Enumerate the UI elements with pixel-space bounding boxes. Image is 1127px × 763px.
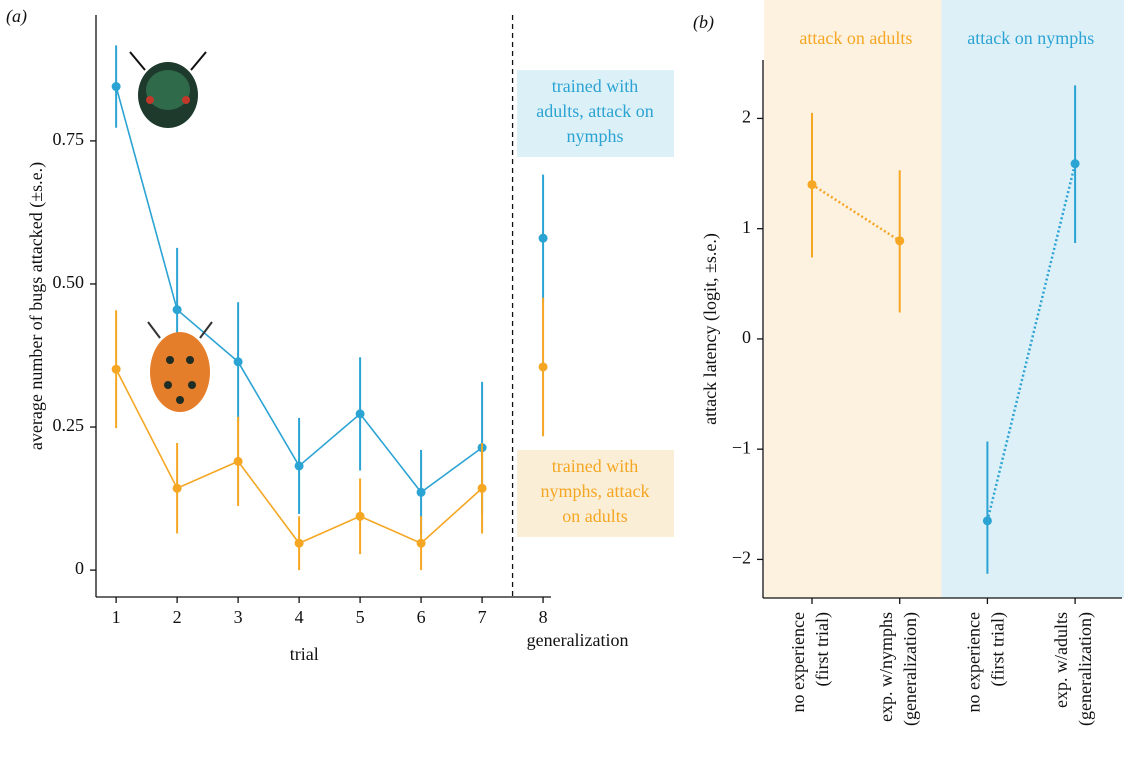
point — [538, 362, 548, 372]
annotation-box — [517, 70, 674, 157]
panel-label: (b) — [693, 12, 714, 33]
y-tick-label: 0 — [742, 327, 751, 347]
point — [111, 364, 121, 374]
bug-adult — [129, 51, 207, 128]
panel-label: (a) — [6, 6, 27, 27]
y-axis-label: average number of bugs attacked (±s.e.) — [26, 162, 47, 450]
y-tick-label: 0 — [75, 558, 84, 578]
y-tick-label: 2 — [742, 107, 751, 127]
point — [294, 538, 304, 548]
annotation-box — [517, 450, 674, 537]
x-tick-label: (first trial) — [988, 612, 1009, 686]
x-tick-label: 8 — [539, 607, 548, 627]
point — [355, 511, 365, 521]
x-tick-label: (first trial) — [812, 612, 833, 686]
point — [416, 538, 426, 548]
x-tick-label: 4 — [295, 607, 304, 627]
annotation-text: trained with — [552, 456, 638, 476]
point — [807, 180, 817, 190]
point — [172, 483, 182, 493]
annotation-text: adults, attack on — [536, 101, 653, 121]
annotation-text: trained with — [552, 76, 638, 96]
annotation-text: nymphs, attack — [541, 481, 650, 501]
x-tick-label: 5 — [356, 607, 365, 627]
point — [982, 516, 992, 526]
x-tick-label: 3 — [234, 607, 243, 627]
group-label: attack on nymphs — [967, 28, 1094, 48]
point — [416, 487, 426, 497]
y-tick-label: 0.50 — [53, 272, 85, 292]
point — [477, 483, 487, 493]
x-tick-label: 6 — [417, 607, 426, 627]
x-tick-label: (generalization) — [900, 612, 921, 726]
point — [294, 461, 304, 471]
y-tick-label: 0.75 — [53, 129, 85, 149]
x-tick-label: exp. w/nymphs — [876, 612, 896, 722]
x-tick-label: 2 — [173, 607, 182, 627]
x-axis-label: trial — [290, 644, 319, 664]
point — [355, 409, 365, 419]
x-tick-label: exp. w/adults — [1051, 612, 1071, 708]
x-tick-label: no experience — [964, 612, 984, 712]
group-background — [941, 0, 1124, 598]
x-tick-label: 7 — [478, 607, 487, 627]
y-tick-label: 0.25 — [53, 415, 85, 435]
point — [233, 357, 243, 367]
point — [1070, 159, 1080, 169]
y-tick-label: −1 — [732, 437, 751, 457]
x-tick-label: no experience — [788, 612, 808, 712]
y-axis-label: attack latency (logit, ±s.e.) — [700, 233, 721, 425]
y-tick-label: 1 — [742, 217, 751, 237]
bug-nymph — [147, 321, 213, 412]
group-label: attack on adults — [799, 28, 912, 48]
annotation-text: on adults — [562, 506, 628, 526]
series-line — [986, 163, 1077, 522]
y-tick-label: −2 — [732, 548, 751, 568]
group-background — [764, 0, 946, 598]
point — [172, 305, 182, 315]
point — [538, 233, 548, 243]
divider-label: generalization — [527, 630, 629, 650]
x-tick-label: (generalization) — [1075, 612, 1096, 726]
point — [233, 456, 243, 466]
point — [895, 236, 905, 246]
point — [111, 82, 121, 92]
series-line — [811, 183, 901, 242]
annotation-text: nymphs — [566, 126, 623, 146]
x-tick-label: 1 — [112, 607, 121, 627]
